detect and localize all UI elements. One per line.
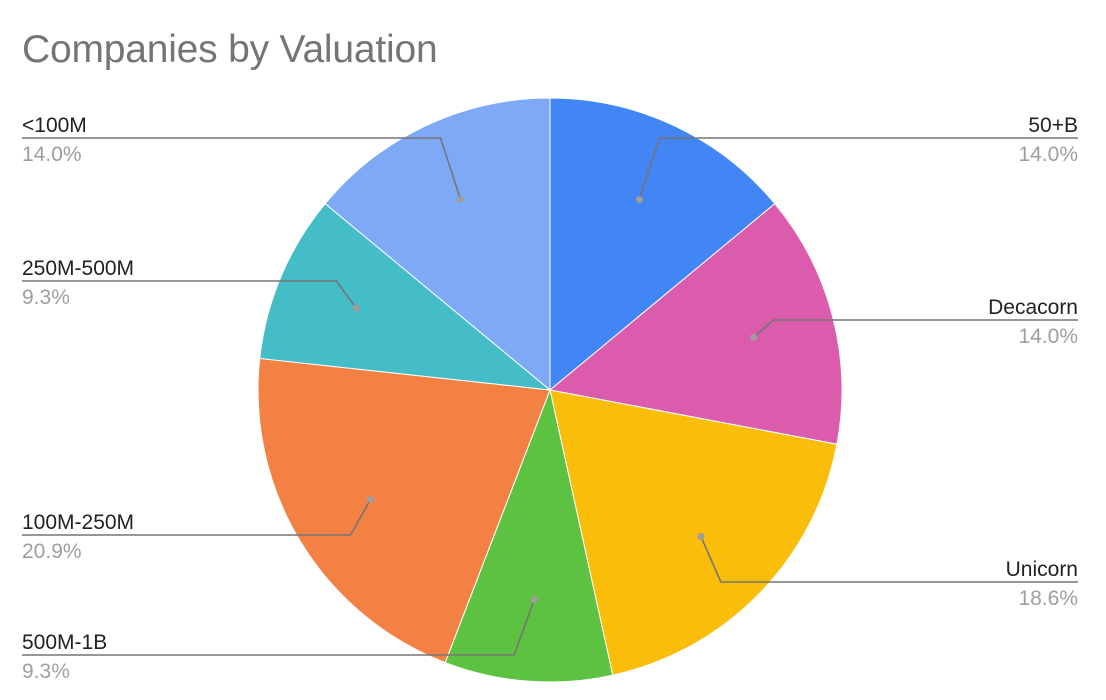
callout-line [22,280,358,309]
callout-dot [367,496,374,503]
callout-dot [530,596,538,604]
callout-100m: <100M 14.0% [22,114,465,204]
callout-line [753,319,1078,339]
callout-dot [457,196,465,204]
slice-label: 100M-250M [22,511,134,534]
callout-line [638,137,1078,200]
callout-500m-1b: 500M-1B 9.3% [22,596,538,683]
callout-50-b: 50+B 14.0% [635,114,1078,204]
callout-line [22,499,372,536]
pie-slice-250m-500m[interactable] [259,202,552,391]
callout-dot [750,333,758,341]
callout-unicorn: Unicorn 18.6% [697,532,1078,610]
slice-label: Unicorn [1006,558,1078,581]
callout-250m-500m: 250M-500M 9.3% [22,257,360,312]
slice-percent: 9.3% [22,660,70,683]
slice-percent: 14.0% [1018,325,1078,348]
callout-line [22,599,535,656]
pie-slice-100m[interactable] [324,97,551,392]
slice-percent: 20.9% [22,540,82,563]
pie-slice-decacorn[interactable] [548,202,843,445]
pie-slice-500m-1b[interactable] [444,388,614,683]
slice-callouts: 50+B 14.0% Decacorn 14.0% Unicorn 18.6% 500M-1… [22,114,1078,683]
slice-percent: 9.3% [22,286,70,309]
slice-label: 500M-1B [22,631,107,654]
pie-slices [257,97,843,683]
callout-dot [352,304,360,312]
callout-dot [697,532,705,540]
callout-decacorn: Decacorn 14.0% [750,296,1078,348]
callout-line [22,137,462,200]
slice-label: 250M-500M [22,257,134,280]
slice-label: 50+B [1028,114,1078,137]
pie-slice-50-b[interactable] [549,97,776,392]
callout-dot [635,196,643,204]
slice-percent: 14.0% [1018,143,1078,166]
slice-label: Decacorn [988,296,1078,319]
callout-100m-250m: 100M-250M 20.9% [22,496,374,563]
pie-slice-100m-250m[interactable] [257,357,551,664]
pie-slice-unicorn[interactable] [549,389,838,676]
slice-percent: 14.0% [22,143,82,166]
slice-percent: 18.6% [1018,587,1078,610]
chart-title: Companies by Valuation [22,28,438,71]
slice-label: <100M [22,114,87,137]
callout-line [700,536,1078,583]
